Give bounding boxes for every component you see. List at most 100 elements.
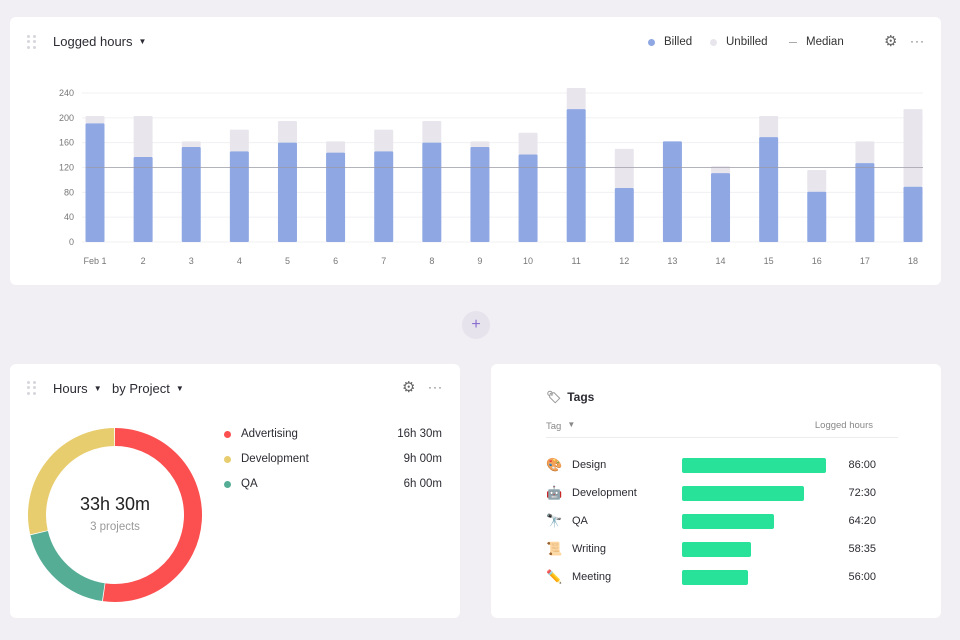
x-tick-label: 6 [333, 256, 338, 266]
tag-row[interactable]: 🤖 Development 72:30 [546, 483, 876, 503]
donut-segment-development [28, 428, 115, 535]
caret-down-icon: ▼ [175, 384, 184, 393]
tags-title: Tags [567, 390, 595, 404]
tag-bar-track [682, 513, 832, 529]
x-tick-label: 10 [523, 256, 533, 266]
x-tick-label: 15 [764, 256, 774, 266]
y-tick-label: 160 [59, 138, 74, 148]
legend-unbilled: Unbilled [710, 36, 768, 48]
billed-bar [229, 151, 249, 242]
add-widget-button[interactable]: + [462, 311, 490, 339]
x-tick-label: 2 [141, 256, 146, 266]
logged-hours-chart: 0 40 80 120 160 200 240 Feb 1 2 3 4 5 6 7 8 9 10 11 12 13 14… [59, 88, 923, 266]
billed-bar [181, 147, 201, 242]
tag-name: Writing [572, 543, 607, 555]
settings-gear-icon[interactable]: ⚙ [402, 379, 416, 396]
y-tick-label: 240 [59, 88, 74, 98]
drag-handle-icon[interactable] [27, 35, 37, 49]
total-hours: 33h 30m [79, 494, 151, 514]
unbilled-bar [422, 120, 442, 143]
unbilled-bar [855, 141, 875, 164]
unbilled-bar [277, 120, 297, 143]
billed-bar [326, 152, 346, 242]
tag-row[interactable]: ✏️ Meeting 56:00 [546, 567, 876, 587]
billed-bar [711, 173, 731, 242]
tag-row[interactable]: 📜 Writing 58:35 [546, 539, 876, 559]
card-title: Logged hours [53, 34, 133, 49]
unbilled-bar [374, 129, 394, 152]
unbilled-bar [229, 129, 249, 152]
y-tick-label: 200 [59, 113, 74, 123]
project-name: QA [241, 478, 258, 490]
project-count: 3 projects [90, 521, 140, 533]
billed-bar [759, 137, 779, 242]
project-color-dot-icon [224, 455, 231, 463]
tag-column-label: Tag [546, 421, 562, 432]
project-row[interactable]: Development 9h 00m [224, 453, 442, 465]
billed-dot-icon [648, 38, 655, 46]
more-options-icon[interactable]: ··· [910, 34, 925, 48]
projects-card: Hours ▼ by Project ▼ ⚙ ··· 33h 30m 3 proje… [10, 364, 460, 618]
x-tick-label: 16 [812, 256, 822, 266]
tag-hours-bar [682, 541, 752, 557]
tag-column-sort[interactable]: Tag ▼ [546, 420, 575, 432]
more-options-icon[interactable]: ··· [428, 380, 443, 394]
y-tick-label: 0 [69, 237, 74, 247]
legend-label: Median [806, 36, 844, 48]
tag-hours-bar [682, 569, 749, 585]
unbilled-bar [807, 169, 827, 192]
metric-dropdown[interactable]: Hours ▼ [53, 381, 102, 396]
unbilled-bar [759, 115, 779, 138]
billed-bar [662, 141, 682, 242]
tag-name: Meeting [572, 571, 612, 583]
unbilled-bar [181, 141, 201, 148]
billed-bar [614, 187, 634, 242]
tag-name: QA [572, 515, 588, 527]
tag-emoji-icon: 🎨 [546, 457, 563, 472]
billed-bar [133, 156, 153, 242]
project-color-dot-icon [224, 430, 231, 438]
group-by-dropdown[interactable]: by Project ▼ [112, 381, 184, 396]
logged-hours-dropdown[interactable]: Logged hours ▼ [53, 34, 146, 49]
x-tick-label: 3 [189, 256, 194, 266]
billed-bar [85, 123, 105, 242]
tag-bar-track [682, 485, 832, 501]
billed-bar [374, 151, 394, 242]
unbilled-dot-icon [710, 38, 717, 46]
legend-label: Billed [664, 36, 693, 48]
billed-bar [470, 147, 490, 242]
tags-header: 🏷 Tags [546, 390, 594, 404]
tag-row[interactable]: 🔭 QA 64:20 [546, 511, 876, 531]
x-tick-label: 7 [381, 256, 386, 266]
donut-segment-advertising [102, 428, 202, 602]
project-hours: 6h 00m [403, 478, 442, 490]
billed-bar [566, 109, 586, 243]
logged-hours-column-label: Logged hours [814, 420, 873, 431]
tag-hours: 86:00 [848, 459, 876, 471]
x-tick-label: Feb 1 [83, 256, 106, 266]
x-tick-label: 12 [619, 256, 629, 266]
project-row[interactable]: QA 6h 00m [224, 478, 442, 490]
settings-gear-icon[interactable]: ⚙ [884, 33, 898, 50]
tag-emoji-icon: 🔭 [546, 513, 563, 528]
billed-bar [277, 142, 297, 242]
tag-hours: 72:30 [848, 487, 876, 499]
project-row[interactable]: Advertising 16h 30m [224, 428, 442, 440]
tag-name: Development [572, 487, 637, 499]
metric-label: Hours [53, 381, 88, 396]
tag-row[interactable]: 🎨 Design 86:00 [546, 455, 876, 475]
x-tick-label: 18 [908, 256, 918, 266]
tag-hours-bar [682, 513, 775, 529]
x-tick-label: 9 [477, 256, 482, 266]
x-tick-label: 11 [572, 256, 581, 266]
tag-hours-bar [682, 457, 826, 473]
unbilled-bar [470, 141, 490, 148]
x-tick-label: 13 [667, 256, 677, 266]
divider [546, 437, 898, 438]
billed-bar [807, 191, 827, 242]
caret-down-icon: ▼ [567, 420, 576, 429]
project-hours: 16h 30m [397, 428, 442, 440]
drag-handle-icon[interactable] [27, 381, 37, 395]
tag-bar-track [682, 569, 832, 585]
tag-bar-track [682, 457, 832, 473]
